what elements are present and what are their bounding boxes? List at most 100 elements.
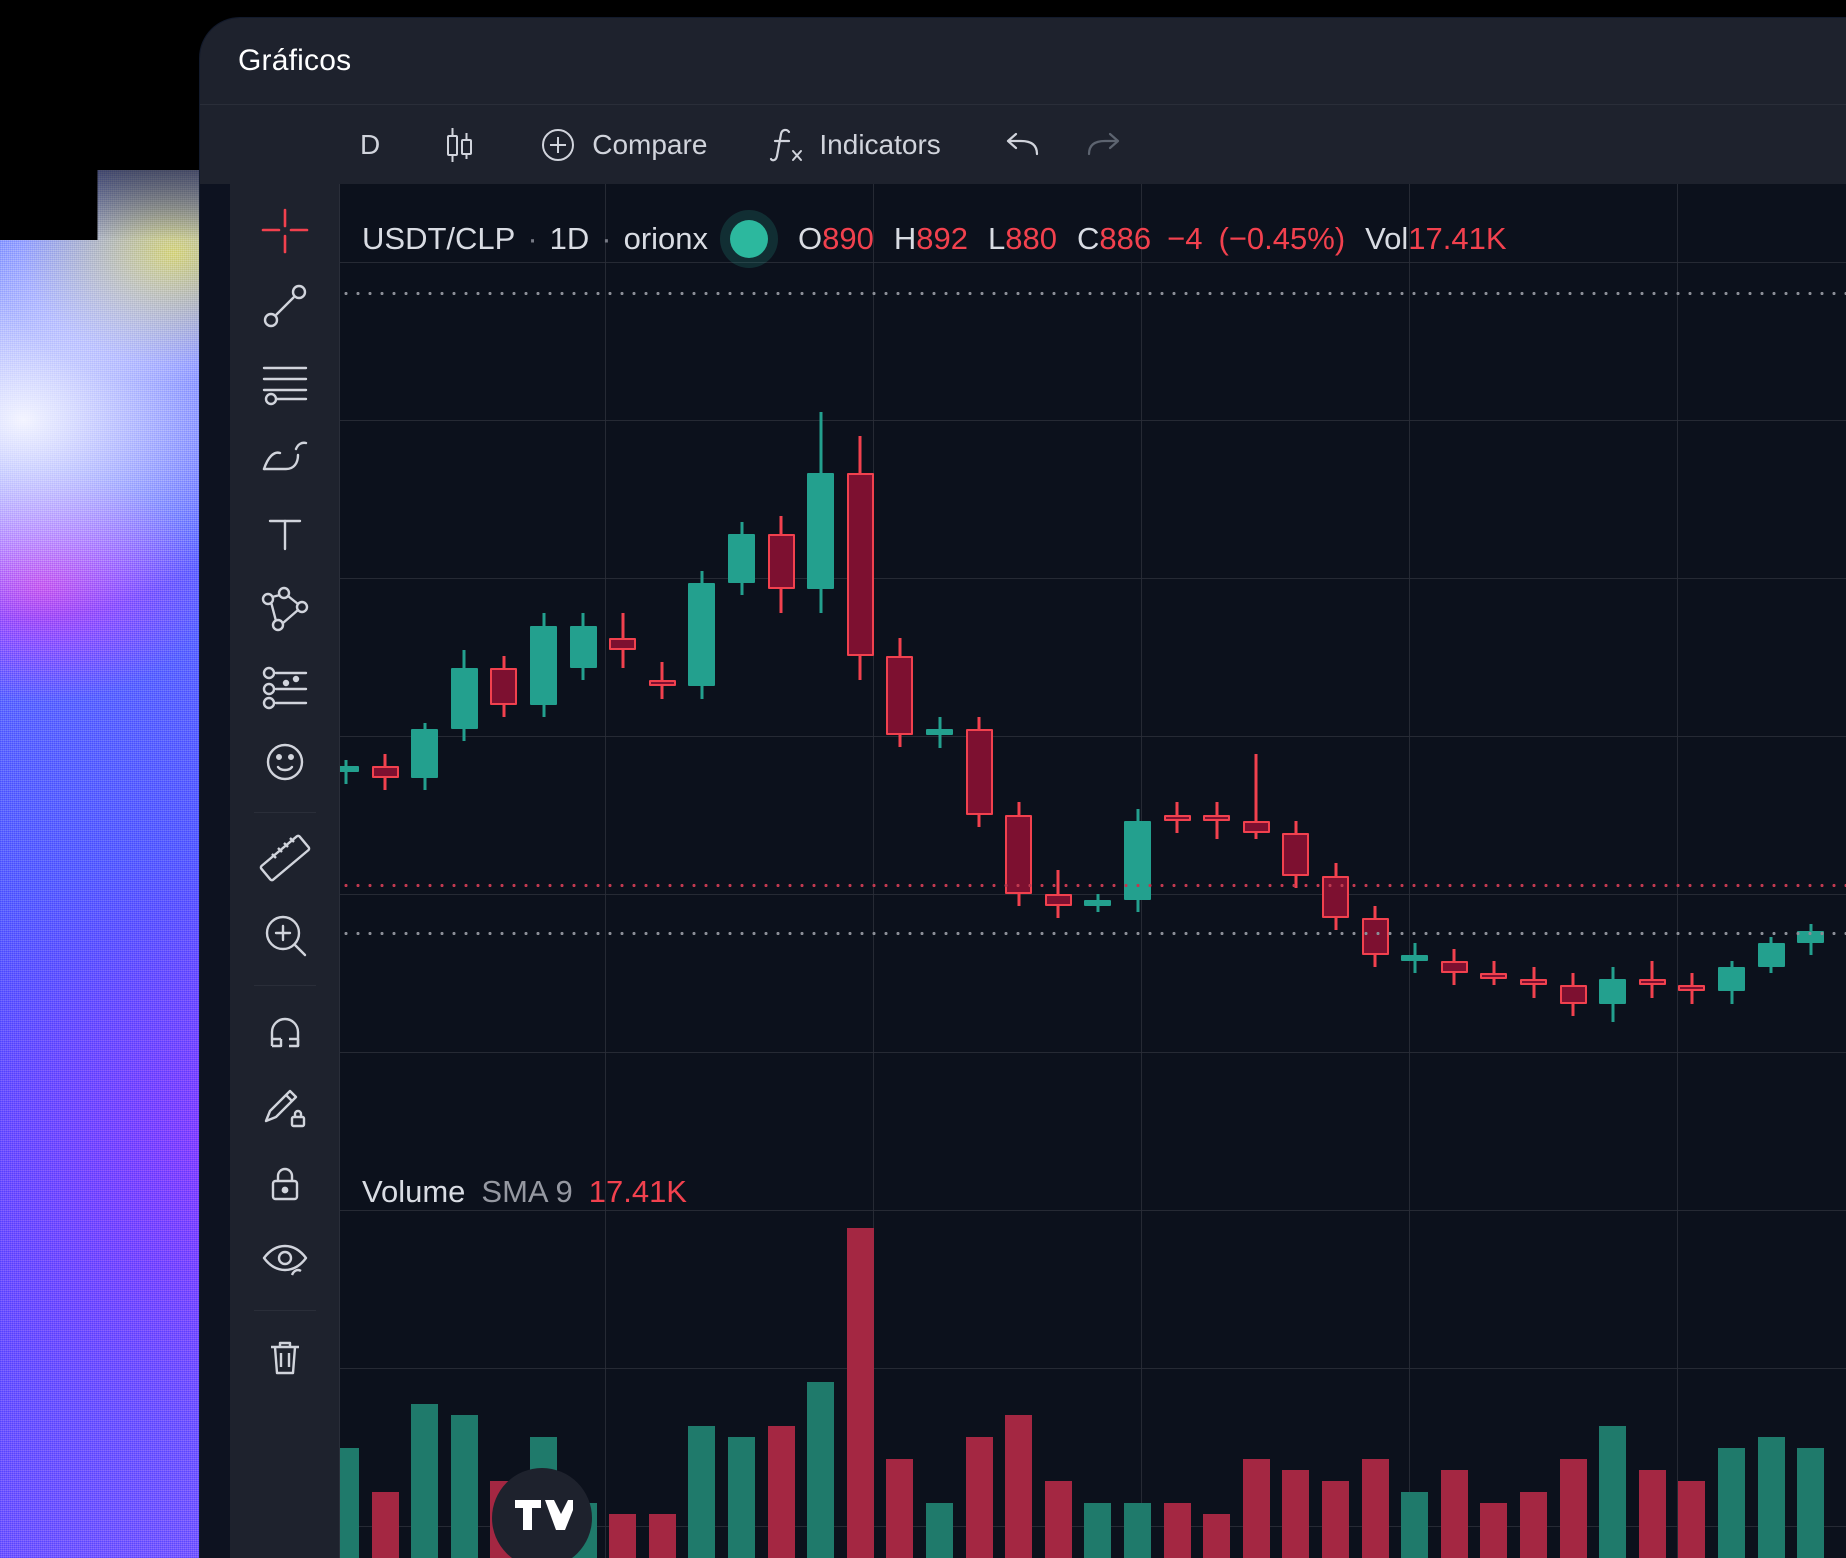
volume-bar xyxy=(1044,1481,1072,1558)
candle xyxy=(490,262,518,1142)
backdrop-top-mask xyxy=(0,170,232,240)
market-status-indicator[interactable] xyxy=(730,220,769,258)
candle xyxy=(688,262,716,1142)
backdrop-noise-texture xyxy=(0,170,232,1558)
legend-high-value: 892 xyxy=(916,221,969,256)
candle xyxy=(648,262,676,1142)
candle-body xyxy=(490,668,518,705)
indicators-button[interactable]: Indicators xyxy=(749,117,960,173)
sidebar-item-hide-drawings[interactable] xyxy=(246,1224,324,1300)
volume-bar xyxy=(1322,1481,1349,1558)
candle xyxy=(569,262,597,1142)
candle xyxy=(1203,262,1231,1142)
sidebar-item-lock-drawings[interactable] xyxy=(246,1148,324,1224)
candle xyxy=(609,262,637,1142)
patterns-icon xyxy=(258,583,312,642)
sidebar-item-magnet[interactable] xyxy=(246,996,324,1072)
legend-change-abs: −4 xyxy=(1167,221,1203,256)
legend-symbol[interactable]: USDT/CLP xyxy=(362,221,516,256)
volume-legend[interactable]: Volume SMA 9 17.41K xyxy=(362,1174,687,1210)
upper-boundary-line xyxy=(340,292,1846,295)
candle-body xyxy=(965,729,993,815)
volume-sma-label: SMA 9 xyxy=(481,1174,573,1209)
volume-bar xyxy=(340,1448,359,1558)
volume-bar xyxy=(1718,1448,1745,1558)
sidebar-item-fib-lines[interactable] xyxy=(246,346,324,422)
trash-icon xyxy=(259,1331,311,1388)
sidebar-item-patterns[interactable] xyxy=(246,574,324,650)
legend-high-label: H xyxy=(893,221,917,256)
sidebar-item-zoom-in[interactable] xyxy=(246,899,324,975)
price-pane[interactable] xyxy=(340,262,1846,1142)
candle-body xyxy=(1044,893,1072,907)
candle-body xyxy=(1559,985,1587,1004)
candle xyxy=(1044,262,1072,1142)
volume-indicator-name[interactable]: Volume xyxy=(362,1174,466,1209)
tradingview-logo[interactable] xyxy=(492,1468,592,1558)
sidebar-item-emoji[interactable] xyxy=(246,726,324,802)
candle-body xyxy=(728,534,755,583)
legend-low-value: 880 xyxy=(1005,221,1058,256)
chart-app-window: Gráficos D xyxy=(200,18,1846,1558)
candle xyxy=(846,262,874,1142)
candle xyxy=(1797,262,1825,1142)
interval-button[interactable]: D xyxy=(340,117,400,173)
brush-icon xyxy=(258,431,312,490)
sidebar-item-stay-drawing[interactable] xyxy=(246,1072,324,1148)
redo-button[interactable] xyxy=(1063,117,1143,173)
candle xyxy=(1599,262,1627,1142)
candle xyxy=(1520,262,1547,1142)
trend-line-icon xyxy=(259,280,311,337)
candle-body xyxy=(1322,875,1349,919)
sidebar-item-projection[interactable] xyxy=(246,650,324,726)
candle xyxy=(411,262,439,1142)
candle-body xyxy=(1203,814,1231,821)
sidebar-item-cross-cursor[interactable] xyxy=(246,194,324,270)
sidebar-item-remove-drawings[interactable] xyxy=(246,1321,324,1397)
candle-body xyxy=(340,765,359,772)
legend-exchange[interactable]: orionx xyxy=(623,221,709,256)
candle xyxy=(1163,262,1191,1142)
window-titlebar: Gráficos xyxy=(200,18,1846,104)
candle-body xyxy=(1678,985,1706,992)
candle-body xyxy=(688,582,716,687)
candle-body xyxy=(886,656,914,736)
legend-separator-1: · xyxy=(527,221,538,256)
undo-button[interactable] xyxy=(983,117,1063,173)
price-alert-line xyxy=(340,884,1846,887)
legend-close-label: C xyxy=(1077,221,1100,256)
sidebar-item-trend-line[interactable] xyxy=(246,270,324,346)
sidebar-item-brush[interactable] xyxy=(246,422,324,498)
candle-body xyxy=(1480,973,1508,980)
sidebar-item-text[interactable] xyxy=(246,498,324,574)
compare-button[interactable]: Compare xyxy=(518,117,727,173)
volume-bar xyxy=(1203,1514,1231,1558)
candle xyxy=(926,262,953,1142)
ruler-icon xyxy=(258,832,312,891)
volume-bar xyxy=(1559,1459,1587,1558)
chart-type-button[interactable] xyxy=(422,117,496,173)
sidebar-item-measure[interactable] xyxy=(246,823,324,899)
compare-label: Compare xyxy=(592,128,708,160)
volume-bar xyxy=(1797,1448,1825,1558)
decorative-gradient-backdrop xyxy=(0,170,232,1558)
volume-bar xyxy=(1401,1492,1429,1558)
volume-bar xyxy=(609,1514,637,1558)
volume-bar xyxy=(807,1382,835,1558)
volume-bar xyxy=(371,1492,399,1558)
candle xyxy=(1678,262,1706,1142)
candle-body xyxy=(1242,820,1270,833)
candle-body xyxy=(371,765,399,778)
candle-body xyxy=(1638,979,1666,986)
candle-wick xyxy=(1254,753,1258,839)
legend-open-value: 890 xyxy=(822,221,874,256)
legend-interval[interactable]: 1D xyxy=(549,221,590,256)
candle xyxy=(1757,262,1785,1142)
rail-divider xyxy=(253,1310,316,1311)
candle xyxy=(1718,262,1745,1142)
candle-body xyxy=(846,473,874,656)
candle xyxy=(1401,262,1429,1142)
